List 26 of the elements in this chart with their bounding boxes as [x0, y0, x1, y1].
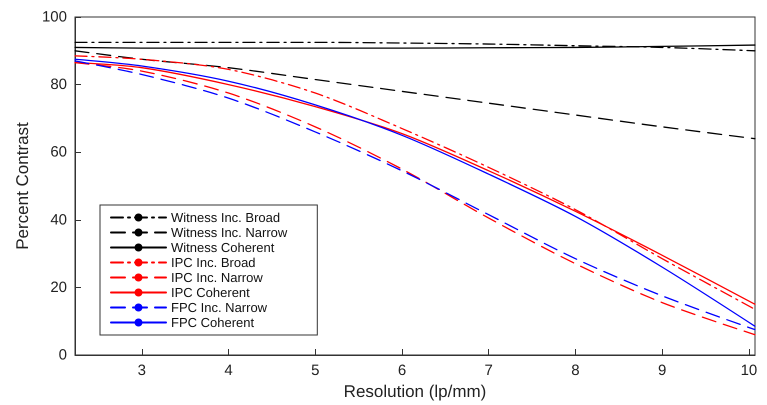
y-tick-label: 80	[50, 76, 67, 94]
y-tick-label: 100	[42, 8, 67, 26]
x-tick-label: 4	[224, 362, 233, 379]
legend-label: IPC Coherent	[171, 285, 250, 300]
x-tick-label: 6	[398, 362, 406, 379]
x-tick-label: 3	[138, 362, 146, 379]
x-tick-label: 7	[484, 362, 493, 379]
y-tick-label: 20	[50, 278, 67, 296]
x-tick-label: 5	[311, 362, 320, 379]
legend-label: Witness Inc. Broad	[171, 210, 280, 225]
legend-label: FPC Inc. Narrow	[171, 300, 268, 315]
x-axis-title: Resolution (lp/mm)	[344, 382, 486, 401]
y-tick-label: 0	[58, 346, 67, 364]
legend-label: IPC Inc. Narrow	[171, 270, 264, 285]
x-tick-label: 8	[571, 362, 580, 379]
y-tick-label: 60	[50, 144, 67, 161]
x-tick-label: 10	[740, 362, 758, 379]
legend-label: Witness Coherent	[171, 240, 275, 255]
line-series	[74, 50, 756, 140]
x-tick-label: 9	[658, 362, 666, 379]
legend-label: Witness Inc. Narrow	[171, 225, 288, 240]
line-series	[74, 42, 756, 52]
y-tick-label: 40	[50, 211, 67, 228]
legend-label: FPC Coherent	[171, 315, 254, 330]
y-axis-title: Percent Contrast	[13, 122, 32, 250]
legend-label: IPC Inc. Broad	[171, 255, 256, 270]
